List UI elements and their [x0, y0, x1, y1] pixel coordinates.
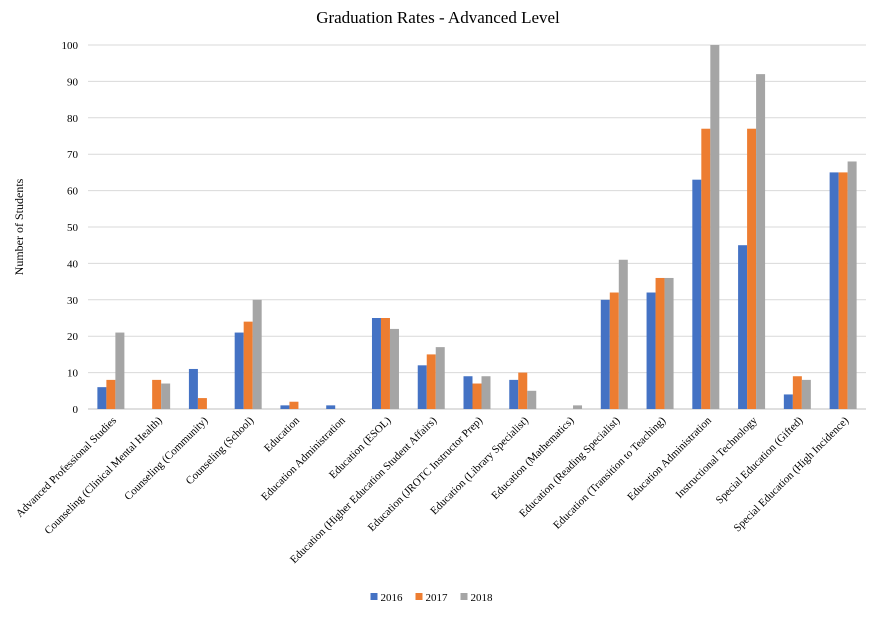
- legend-item-2018: 2018: [460, 592, 494, 604]
- bar-2018-10: [573, 405, 583, 409]
- x-tick-label: Education: [262, 414, 302, 454]
- bar-2016-9: [509, 379, 519, 409]
- bar-2016-6: [371, 318, 381, 409]
- y-tick-label: 10: [67, 368, 79, 380]
- bar-2018-1: [161, 383, 171, 409]
- bar-2018-0: [115, 332, 125, 409]
- bar-2017-14: [747, 128, 757, 409]
- bar-2018-7: [435, 347, 445, 409]
- bar-2018-6: [389, 328, 399, 409]
- legend-item-2016: 2016: [370, 592, 404, 604]
- legend-label: 2017: [426, 592, 449, 604]
- x-tick-label: Education Administration: [625, 414, 714, 503]
- bar-2018-14: [756, 74, 766, 410]
- bar-2018-9: [527, 390, 537, 409]
- x-tick-labels: Advanced Professional StudiesCounseling …: [14, 414, 852, 566]
- legend-item-2017: 2017: [415, 592, 449, 604]
- bar-2016-11: [600, 299, 610, 409]
- bar-2017-6: [380, 318, 390, 409]
- x-tick-label: Education Administration: [259, 414, 348, 503]
- bar-2016-12: [646, 292, 656, 409]
- bar-2016-5: [326, 405, 336, 409]
- bar-2016-2: [188, 368, 198, 409]
- bar-2016-15: [783, 394, 793, 409]
- bar-2016-4: [280, 405, 290, 409]
- legend-label: 2016: [381, 592, 404, 604]
- x-tick-label: Counseling (Community): [122, 414, 210, 502]
- y-tick-label: 50: [67, 222, 79, 234]
- y-tick-label: 60: [67, 186, 79, 198]
- x-tick-label: Special Education (Gifted): [714, 414, 806, 506]
- bars: [97, 45, 857, 410]
- bar-2017-12: [655, 277, 665, 409]
- bar-2016-13: [692, 179, 702, 409]
- bar-2018-13: [710, 45, 720, 409]
- bar-2016-0: [97, 387, 107, 409]
- bar-2016-3: [234, 332, 244, 409]
- y-tick-label: 90: [67, 76, 79, 88]
- y-tick-label: 80: [67, 113, 79, 125]
- gridlines: [88, 44, 866, 410]
- x-tick-label: Instructional Technology: [674, 414, 761, 501]
- y-tick-label: 70: [67, 149, 79, 161]
- chart-title: Graduation Rates - Advanced Level: [316, 8, 560, 27]
- bar-2018-3: [252, 299, 262, 409]
- bar-2017-15: [792, 376, 802, 409]
- bar-2017-7: [426, 354, 436, 409]
- legend: 2016 2017 2018: [370, 592, 494, 604]
- legend-swatch: [415, 593, 423, 600]
- bar-2018-16: [847, 161, 857, 409]
- y-axis-label: Number of Students: [12, 178, 26, 275]
- bar-2018-15: [801, 379, 811, 409]
- bar-2017-3: [243, 321, 253, 409]
- bar-2017-8: [472, 383, 482, 409]
- bar-2016-7: [417, 365, 427, 409]
- y-tick-label: 20: [67, 331, 79, 343]
- bar-2017-13: [701, 128, 711, 409]
- bar-2017-9: [518, 372, 528, 409]
- bar-2016-16: [829, 172, 839, 409]
- x-tick-label: Education (Mathematics): [489, 414, 577, 502]
- bar-2017-2: [197, 398, 207, 409]
- bar-2016-14: [738, 245, 748, 409]
- bar-2018-8: [481, 376, 491, 409]
- legend-swatch: [370, 593, 378, 600]
- legend-swatch: [460, 593, 468, 600]
- y-tick-label: 30: [67, 295, 79, 307]
- bar-2017-4: [289, 401, 299, 409]
- bar-2017-11: [609, 292, 619, 409]
- bar-2018-12: [664, 277, 674, 409]
- bar-2018-11: [618, 259, 628, 409]
- y-tick-label: 40: [67, 258, 79, 270]
- bar-2017-0: [106, 379, 116, 409]
- y-tick-labels: 0 10 20 30 40 50 60 70 80 90 100: [62, 40, 79, 416]
- bar-2017-16: [838, 172, 848, 409]
- bar-2016-8: [463, 376, 473, 409]
- y-tick-label: 100: [62, 40, 79, 52]
- y-tick-label: 0: [73, 404, 79, 416]
- bar-2017-1: [152, 379, 162, 409]
- legend-label: 2018: [471, 592, 494, 604]
